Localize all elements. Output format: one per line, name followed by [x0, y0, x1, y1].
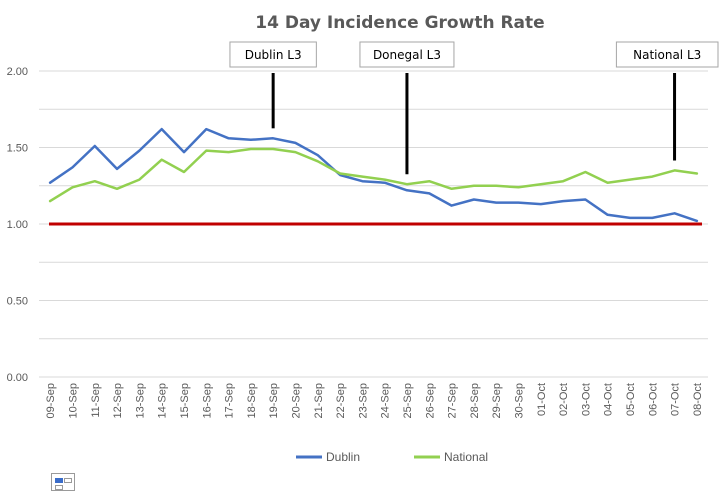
chart-options-icon-bar — [55, 485, 63, 490]
y-tick-label: 0.50 — [7, 296, 28, 308]
x-tick-label: 07-Oct — [670, 383, 682, 416]
x-tick-label: 26-Sep — [424, 383, 436, 418]
annotation-box — [359, 41, 455, 68]
x-tick-label: 25-Sep — [402, 383, 414, 418]
series-line-dublin — [48, 127, 699, 223]
x-tick-label: 09-Sep — [45, 383, 57, 418]
x-tick-label: 01-Oct — [536, 383, 548, 416]
x-tick-label: 02-Oct — [558, 383, 570, 416]
annotation-box — [229, 41, 317, 68]
x-tick-label: 13-Sep — [134, 383, 146, 418]
x-tick-label: 18-Sep — [246, 383, 258, 418]
annotations: Dublin L3 Donegal L3 National L3 — [229, 41, 719, 175]
x-tick-label: 03-Oct — [580, 383, 592, 416]
x-tick-label: 24-Sep — [380, 383, 392, 418]
chart-options-icon-bar — [64, 478, 72, 483]
chart-options-icon[interactable] — [51, 473, 75, 491]
x-tick-label: 08-Oct — [692, 383, 704, 416]
annotation-label: Donegal L3 — [373, 48, 441, 62]
legend-label-national: National — [444, 450, 488, 464]
x-tick-label: 29-Sep — [491, 383, 503, 418]
x-tick-label: 14-Sep — [157, 383, 169, 418]
x-tick-label: 15-Sep — [179, 383, 191, 418]
annotation-box — [615, 41, 719, 68]
x-tick-label: 04-Oct — [603, 383, 615, 416]
x-tick-label: 28-Sep — [469, 383, 481, 418]
annotation-label: Dublin L3 — [245, 48, 302, 62]
x-tick-label: 22-Sep — [335, 383, 347, 418]
x-tick-label: 16-Sep — [201, 383, 213, 418]
legend-label-dublin: Dublin — [326, 450, 360, 464]
y-tick-label: 2.00 — [7, 66, 28, 78]
x-tick-label: 05-Oct — [625, 383, 637, 416]
series-line-national — [48, 147, 699, 203]
x-tick-label: 20-Sep — [290, 383, 302, 418]
x-tick-label: 30-Sep — [513, 383, 525, 418]
x-tick-label: 12-Sep — [112, 383, 124, 418]
x-tick-label: 19-Sep — [268, 383, 280, 418]
series-lines — [48, 127, 699, 223]
x-tick-label: 17-Sep — [224, 383, 236, 418]
chart-options-icon-bar — [55, 478, 63, 483]
y-tick-label: 1.00 — [7, 219, 28, 231]
y-tick-label: 1.50 — [7, 143, 28, 155]
x-tick-label: 21-Sep — [313, 383, 325, 418]
y-axis-ticks: 0.00 0.50 1.00 1.50 2.00 — [7, 66, 28, 384]
x-tick-label: 06-Oct — [647, 383, 659, 416]
x-tick-label: 11-Sep — [90, 383, 102, 418]
y-tick-label: 0.00 — [7, 372, 28, 384]
x-tick-label: 23-Sep — [357, 383, 369, 418]
x-tick-label: 27-Sep — [447, 383, 459, 418]
legend: Dublin National — [296, 450, 488, 464]
chart-title: 14 Day Incidence Growth Rate — [255, 13, 544, 33]
annotation-label: National L3 — [633, 48, 701, 62]
x-axis-ticks: 09-Sep 10-Sep 11-Sep 12-Sep 13-Sep 14-Sep 15-S… — [45, 383, 704, 418]
x-tick-label: 10-Sep — [67, 383, 79, 418]
